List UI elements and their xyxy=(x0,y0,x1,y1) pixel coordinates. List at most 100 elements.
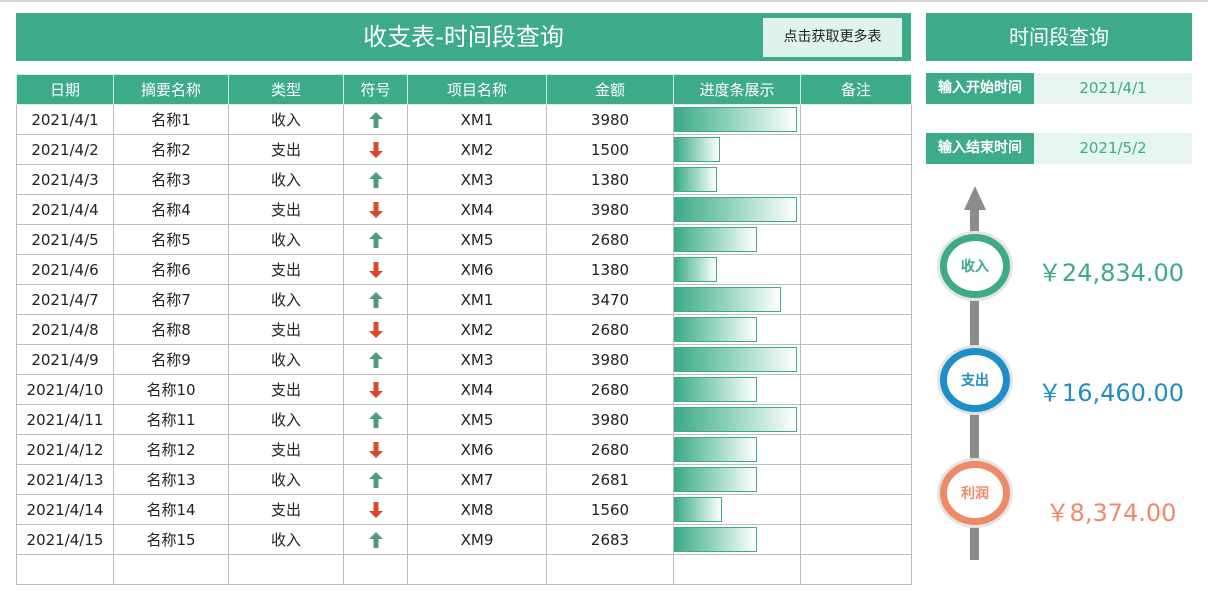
cell-project-name: XM6 xyxy=(407,254,547,285)
cell-progress xyxy=(673,464,801,495)
header-symbol[interactable]: 符号 xyxy=(343,74,408,105)
cell-symbol xyxy=(343,134,408,165)
progress-bar xyxy=(674,287,781,312)
end-time-label: 输入结束时间 xyxy=(926,133,1034,164)
cell-note xyxy=(800,314,912,345)
cell-amount: 2680 xyxy=(546,224,674,255)
cell-amount: 2680 xyxy=(546,434,674,465)
header-amount[interactable]: 金额 xyxy=(546,74,674,105)
table-row[interactable]: 2021/4/2 名称2 支出 XM2 1500 xyxy=(16,134,912,165)
progress-bar xyxy=(674,437,757,462)
cell-date: 2021/4/6 xyxy=(16,254,114,285)
cell-project-name: XM5 xyxy=(407,404,547,435)
side-panel-title: 时间段查询 xyxy=(926,13,1192,61)
table-row[interactable]: 2021/4/15 名称15 收入 XM9 2683 xyxy=(16,524,912,555)
progress-bar xyxy=(674,377,757,402)
cell-symbol xyxy=(343,524,408,555)
cell-progress xyxy=(673,494,801,525)
title-banner: 收支表-时间段查询 点击获取更多表 xyxy=(16,13,911,61)
header-date[interactable]: 日期 xyxy=(16,74,114,105)
header-note[interactable]: 备注 xyxy=(800,74,912,105)
cell-summary-name: 名称3 xyxy=(113,164,229,195)
cell-note xyxy=(800,404,912,435)
cell-date: 2021/4/10 xyxy=(16,374,114,405)
table-row[interactable]: 2021/4/12 名称12 支出 XM6 2680 xyxy=(16,434,912,465)
cell-symbol xyxy=(343,434,408,465)
cell-amount: 3980 xyxy=(546,344,674,375)
arrow-up-icon xyxy=(964,186,986,210)
cell-progress xyxy=(673,104,801,135)
end-time-field: 输入结束时间 2021/5/2 xyxy=(926,133,1192,164)
cell-project-name: XM6 xyxy=(407,434,547,465)
cell-note xyxy=(800,374,912,405)
progress-bar xyxy=(674,317,757,342)
cell-symbol xyxy=(343,164,408,195)
cell-summary-name: 名称4 xyxy=(113,194,229,225)
cell-date: 2021/4/7 xyxy=(16,284,114,315)
cell-summary-name: 名称9 xyxy=(113,344,229,375)
cell-note xyxy=(800,104,912,135)
cell-amount: 1380 xyxy=(546,164,674,195)
cell-summary-name: 名称1 xyxy=(113,104,229,135)
cell-note xyxy=(800,524,912,555)
progress-bar xyxy=(674,347,797,372)
table-row[interactable]: 2021/4/3 名称3 收入 XM3 1380 xyxy=(16,164,912,195)
cell-progress xyxy=(673,344,801,375)
table-row[interactable]: 2021/4/5 名称5 收入 XM5 2680 xyxy=(16,224,912,255)
progress-bar xyxy=(674,497,722,522)
table-row[interactable]: 2021/4/6 名称6 支出 XM6 1380 xyxy=(16,254,912,285)
profit-amount: ￥8,374.00 xyxy=(1045,499,1177,527)
cell-progress xyxy=(673,194,801,225)
cell-date: 2021/4/4 xyxy=(16,194,114,225)
income-node: 收入 xyxy=(937,231,1013,301)
cell-symbol xyxy=(343,494,408,525)
cell-amount: 3980 xyxy=(546,104,674,135)
cell-type: 收入 xyxy=(228,344,344,375)
arrow-down-icon xyxy=(368,502,383,518)
header-project-name[interactable]: 项目名称 xyxy=(407,74,547,105)
cell-progress xyxy=(673,314,801,345)
table-row[interactable]: 2021/4/14 名称14 支出 XM8 1560 xyxy=(16,494,912,525)
cell-progress xyxy=(673,524,801,555)
cell-type: 收入 xyxy=(228,404,344,435)
table-row[interactable] xyxy=(16,554,912,585)
cell-amount: 3470 xyxy=(546,284,674,315)
cell-symbol xyxy=(343,344,408,375)
table-row[interactable]: 2021/4/9 名称9 收入 XM3 3980 xyxy=(16,344,912,375)
cell-type: 收入 xyxy=(228,524,344,555)
table-row[interactable]: 2021/4/4 名称4 支出 XM4 3980 xyxy=(16,194,912,225)
header-summary-name[interactable]: 摘要名称 xyxy=(113,74,229,105)
cell-symbol xyxy=(343,554,408,585)
profit-node: 利润 xyxy=(937,458,1013,528)
table-row[interactable]: 2021/4/1 名称1 收入 XM1 3980 xyxy=(16,104,912,135)
income-label: 收入 xyxy=(947,241,1003,291)
cell-type: 支出 xyxy=(228,254,344,285)
more-tables-button[interactable]: 点击获取更多表 xyxy=(763,18,902,57)
income-expense-table: 日期 摘要名称 类型 符号 项目名称 金额 进度条展示 备注 2021/4/1 名… xyxy=(16,74,912,585)
start-time-input[interactable]: 2021/4/1 xyxy=(1034,73,1192,104)
progress-bar xyxy=(674,197,797,222)
arrow-up-icon xyxy=(368,532,383,548)
arrow-down-icon xyxy=(368,142,383,158)
arrow-up-icon xyxy=(368,292,383,308)
table-row[interactable]: 2021/4/8 名称8 支出 XM2 2680 xyxy=(16,314,912,345)
table-row[interactable]: 2021/4/11 名称11 收入 XM5 3980 xyxy=(16,404,912,435)
cell-date: 2021/4/14 xyxy=(16,494,114,525)
cell-date: 2021/4/8 xyxy=(16,314,114,345)
table-row[interactable]: 2021/4/10 名称10 支出 XM4 2680 xyxy=(16,374,912,405)
cell-summary-name: 名称12 xyxy=(113,434,229,465)
end-time-input[interactable]: 2021/5/2 xyxy=(1034,133,1192,164)
cell-date: 2021/4/11 xyxy=(16,404,114,435)
cell-symbol xyxy=(343,224,408,255)
header-type[interactable]: 类型 xyxy=(228,74,344,105)
cell-project-name: XM2 xyxy=(407,314,547,345)
table-row[interactable]: 2021/4/7 名称7 收入 XM1 3470 xyxy=(16,284,912,315)
cell-summary-name xyxy=(113,554,229,585)
cell-date: 2021/4/15 xyxy=(16,524,114,555)
arrow-up-icon xyxy=(368,172,383,188)
header-progress[interactable]: 进度条展示 xyxy=(673,74,801,105)
table-row[interactable]: 2021/4/13 名称13 收入 XM7 2681 xyxy=(16,464,912,495)
cell-summary-name: 名称14 xyxy=(113,494,229,525)
cell-type xyxy=(228,554,344,585)
cell-amount: 2683 xyxy=(546,524,674,555)
